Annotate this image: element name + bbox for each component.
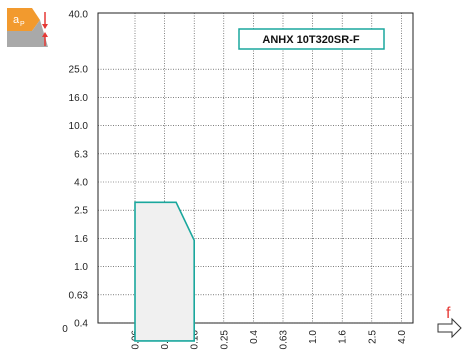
y-axis-ticks: 40.0 25.0 16.0 10.0 6.3 4.0 2.5 1.6 1.0 0.63 0.4: [69, 10, 89, 330]
y-tick-label: 0.63: [69, 290, 89, 301]
ap-subscript: P: [20, 21, 25, 28]
y-tick-label: 0.4: [74, 319, 88, 330]
ap-label: a: [13, 14, 20, 26]
y-tick-label: 6.3: [74, 149, 88, 160]
y-tick-label: 10.0: [69, 121, 89, 132]
x-tick-label: 1.0: [308, 330, 319, 344]
y-tick-label: 1.6: [74, 234, 88, 245]
y-tick-label: 40.0: [69, 10, 89, 21]
x-axis-label: f: [446, 305, 451, 322]
feed-arrow-icon: [437, 317, 462, 339]
x-tick-label: 4.0: [397, 330, 408, 344]
y-tick-label: 16.0: [69, 93, 89, 104]
data-regions: [134, 201, 195, 342]
x-tick-label: 2.5: [367, 330, 378, 344]
y-tick-label: 2.5: [74, 206, 88, 217]
depth-of-cut-icon: a P: [7, 8, 48, 47]
x-tick-label: 0.63: [279, 330, 290, 350]
chart-title: ANHX 10T320SR-F: [262, 34, 359, 46]
y-tick-label: 4.0: [74, 178, 88, 189]
y-tick-label: 25.0: [69, 65, 89, 76]
x-tick-label: 0.25: [219, 330, 230, 350]
x-tick-label: 0.16: [190, 330, 201, 350]
application-region: [134, 201, 195, 342]
y-tick-label: 1.0: [74, 262, 88, 273]
origin-label: 0: [62, 324, 68, 335]
x-tick-label: 1.6: [338, 330, 349, 344]
title-box: ANHX 10T320SR-F: [238, 28, 385, 50]
x-tick-label: 0.4: [249, 330, 260, 344]
